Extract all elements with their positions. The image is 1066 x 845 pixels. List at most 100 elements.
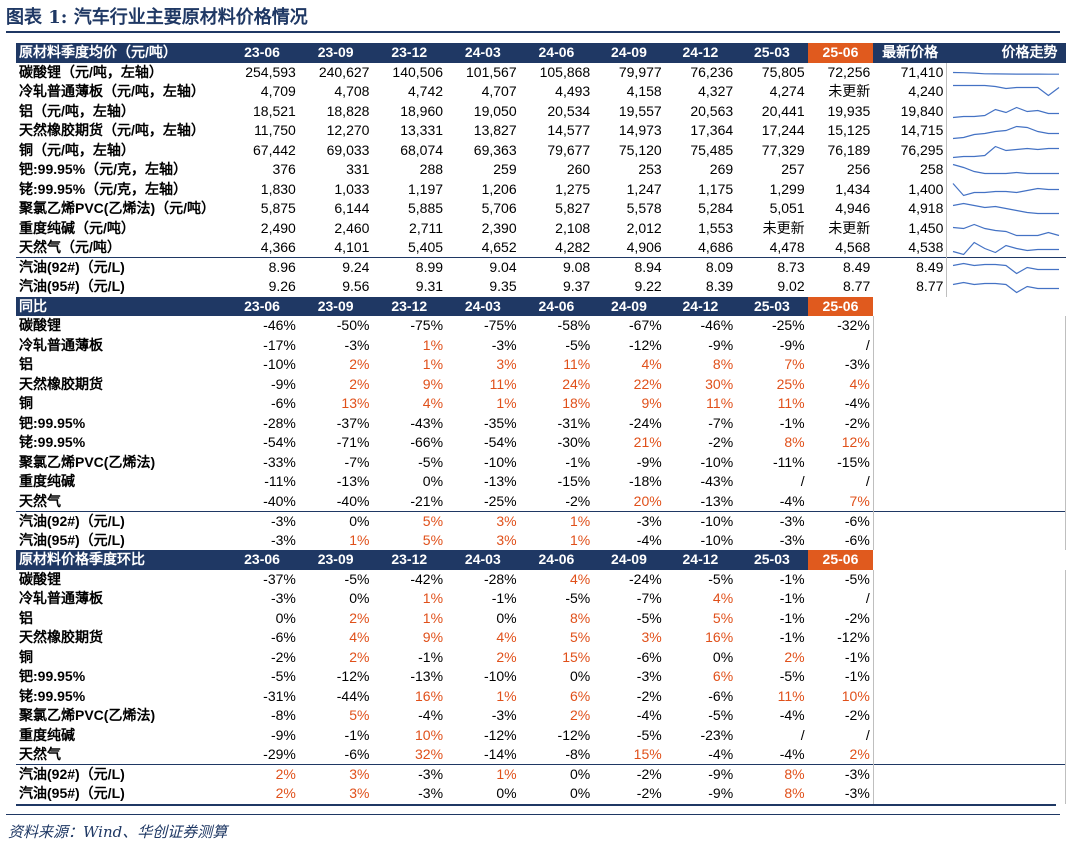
price-cell: 140,506 bbox=[392, 63, 444, 80]
change-cell: -6% bbox=[807, 530, 874, 550]
blank-cell bbox=[873, 647, 1066, 667]
change-cell: -2% bbox=[708, 434, 734, 451]
latest-price-cell: 8.49 bbox=[873, 257, 947, 277]
yoy-row: 铜 -6% 13% 4% 1% 18% 9% 11% 11% -4% bbox=[16, 394, 1066, 414]
change-cell: -5% bbox=[270, 668, 296, 685]
price-cell: 5,885 bbox=[407, 200, 444, 217]
material-label: 天然气 bbox=[19, 492, 61, 509]
blank-cell bbox=[873, 355, 1066, 375]
price-cell: 18,828 bbox=[326, 102, 370, 119]
change-cell: -1% bbox=[779, 414, 805, 431]
price-cell: 269 bbox=[709, 161, 734, 178]
price-cell: 8.73 bbox=[736, 257, 808, 277]
price-cell: 9.37 bbox=[562, 278, 591, 295]
blank-cell bbox=[873, 667, 1066, 687]
price-cell: 18,960 bbox=[400, 102, 444, 119]
change-cell: 2% bbox=[349, 356, 370, 373]
change-cell: 1% bbox=[349, 531, 370, 548]
blank-cell bbox=[873, 725, 1066, 745]
change-cell: -28% bbox=[483, 570, 517, 587]
trend-line bbox=[953, 282, 1060, 294]
change-cell: 4% bbox=[496, 629, 517, 646]
change-cell: 16% bbox=[415, 687, 444, 704]
latest-price-cell: 4,240 bbox=[908, 83, 944, 100]
change-cell: -7% bbox=[344, 453, 370, 470]
change-cell: -67% bbox=[629, 317, 662, 334]
trend-line bbox=[953, 164, 1060, 175]
change-cell: -4% bbox=[779, 746, 805, 762]
price-row: 铑:99.95%（元/克，左轴） 1,830 1,033 1,197 1,206 1,27… bbox=[16, 179, 1066, 199]
change-cell: -43% bbox=[410, 414, 444, 431]
header-blank bbox=[873, 550, 1066, 570]
price-cell: 69,033 bbox=[326, 141, 370, 158]
price-cell: 13,331 bbox=[400, 122, 444, 139]
price-cell: 1,553 bbox=[698, 219, 734, 236]
change-cell: 1% bbox=[569, 531, 591, 548]
change-cell: -9% bbox=[636, 453, 662, 470]
change-cell: -6% bbox=[344, 746, 370, 762]
footer-rule bbox=[6, 814, 1060, 815]
change-cell: -3% bbox=[372, 764, 447, 784]
change-cell: -2% bbox=[593, 764, 665, 784]
change-cell: -11% bbox=[264, 473, 296, 490]
qoq-row: 碳酸锂 -37% -5% -42% -28% 4% -24% -5% -1% -5% bbox=[16, 569, 1066, 589]
price-trend-sparkline bbox=[953, 282, 1060, 294]
price-trend-sparkline bbox=[953, 203, 1060, 215]
change-cell: 20% bbox=[633, 492, 662, 509]
price-cell: 19,050 bbox=[473, 102, 517, 119]
material-label: 铝（元/吨，左轴） bbox=[19, 102, 135, 119]
change-cell: -4% bbox=[418, 707, 444, 724]
price-cell: 9.02 bbox=[777, 278, 805, 295]
latest-price-cell: 14,715 bbox=[900, 122, 944, 139]
latest-price-cell: 8.77 bbox=[916, 278, 944, 295]
price-cell: 5,284 bbox=[698, 200, 734, 217]
price-cell: 101,567 bbox=[466, 63, 517, 80]
change-cell: -8% bbox=[270, 707, 296, 724]
change-cell: -5% bbox=[565, 590, 591, 607]
price-cell: 79,977 bbox=[618, 63, 662, 80]
change-cell: -2% bbox=[636, 785, 662, 802]
material-label: 汽油(95#)（元/L) bbox=[19, 531, 125, 548]
change-cell: -37% bbox=[263, 570, 296, 587]
change-cell: -1% bbox=[779, 609, 805, 626]
change-cell: -12% bbox=[557, 726, 591, 743]
price-cell: 6,144 bbox=[334, 200, 370, 217]
quarter-header: 25-03 bbox=[736, 550, 808, 570]
change-cell: 1% bbox=[496, 687, 517, 704]
change-cell: -3% bbox=[491, 336, 517, 353]
yoy-row: 铑:99.95% -54% -71% -66% -54% -30% 21% -2% 8% 12% bbox=[16, 433, 1066, 453]
price-cell: 68,074 bbox=[400, 141, 444, 158]
price-cell: 20,563 bbox=[690, 102, 734, 119]
change-cell: -3% bbox=[418, 785, 444, 802]
change-cell: 2% bbox=[349, 375, 370, 392]
change-cell: 0% bbox=[349, 590, 370, 607]
trend-line bbox=[953, 203, 1060, 215]
blank-cell bbox=[873, 608, 1066, 628]
material-label: 冷轧普通薄板（元/吨，左轴） bbox=[19, 83, 205, 100]
quarter-header: 24-03 bbox=[446, 550, 520, 570]
change-cell: / bbox=[807, 725, 874, 745]
material-label: 重度纯碱 bbox=[19, 473, 75, 490]
material-label: 汽油(95#)（元/L) bbox=[19, 278, 125, 295]
quarter-header: 24-09 bbox=[593, 296, 665, 316]
material-label: 天然气 bbox=[19, 746, 61, 762]
material-label: 汽油(92#)（元/L) bbox=[16, 257, 226, 277]
price-trend-sparkline bbox=[952, 182, 1060, 196]
material-label: 天然气（元/吨） bbox=[19, 239, 121, 255]
change-cell: -1% bbox=[779, 629, 805, 646]
price-cell: 12,270 bbox=[326, 122, 370, 139]
price-cell: 1,247 bbox=[626, 180, 662, 197]
price-cell: 2,108 bbox=[555, 219, 591, 236]
change-cell: -5% bbox=[565, 336, 591, 353]
material-label: 铝 bbox=[19, 356, 33, 373]
material-label: 聚氯乙烯PVC(乙烯法)（元/吨） bbox=[19, 200, 215, 217]
blank-cell bbox=[873, 589, 1066, 609]
latest-price-cell: 19,840 bbox=[900, 102, 944, 119]
change-cell: -13% bbox=[700, 492, 734, 509]
change-cell: 3% bbox=[496, 356, 517, 373]
change-cell: -6% bbox=[807, 510, 874, 531]
change-cell: 5% bbox=[422, 531, 444, 548]
change-cell: -15% bbox=[807, 452, 874, 472]
qoq-row: 汽油(95#)（元/L) 2% 3% -3% 0% 0% -2% -9% 8% -3% bbox=[16, 784, 1066, 804]
change-cell: -3% bbox=[225, 510, 299, 531]
